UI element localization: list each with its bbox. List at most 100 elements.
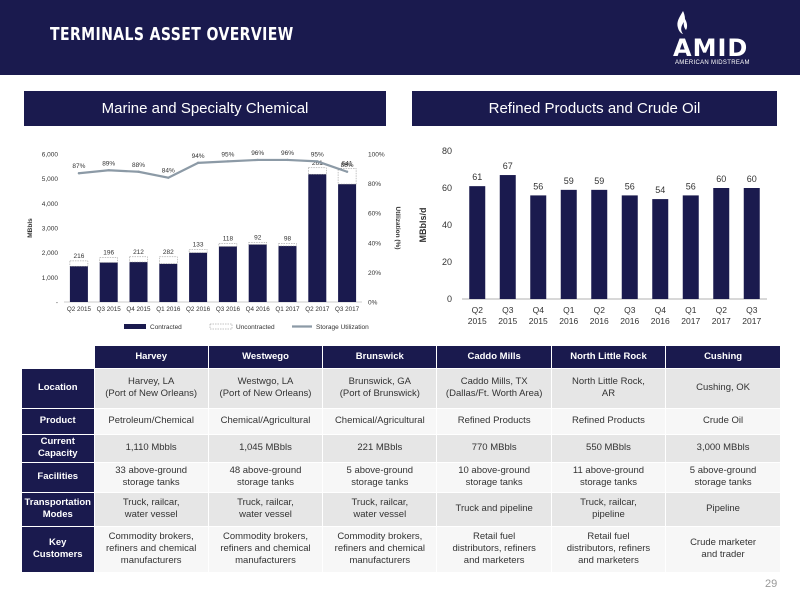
table-cell: Caddo Mills, TX (Dallas/Ft. Worth Area)	[436, 367, 552, 408]
y-tick-label: 20	[442, 257, 452, 267]
table-row: Transportation Modes Truck, railcar, water…	[22, 491, 780, 526]
x-tick-label: Q4 2015	[126, 306, 151, 313]
y-axis-label: MBbls/d	[418, 208, 428, 243]
x-tick-label-year: 2016	[559, 316, 578, 326]
utilization-line	[78, 158, 348, 179]
y-tick-label: 60	[442, 183, 452, 193]
x-tick-label: Q3 2017	[335, 306, 360, 313]
table-cell: Crude marketer and trader	[665, 525, 780, 572]
x-tick-label-quarter: Q3	[502, 305, 514, 315]
table-row: Facilities 33 above-ground storage tanks 48…	[22, 461, 780, 492]
utilization-data-label: 84%	[162, 168, 175, 175]
table-cell-line: 33 above-ground	[115, 465, 188, 476]
x-tick-label: Q1 2017	[275, 306, 300, 313]
table-cell-line: 5 above-ground	[346, 465, 414, 476]
table-cell-line: Refined Products	[572, 415, 645, 426]
page-number: 29	[765, 578, 778, 590]
y2-axis-label: Utilization (%)	[394, 207, 401, 250]
table-cell-line: refiners and chemical	[334, 543, 425, 555]
x-tick-label-year: 2017	[681, 316, 700, 326]
table-cell-line: 1,110 Mbbls	[125, 442, 177, 453]
bar	[621, 195, 638, 299]
uncontracted-data-label: 216	[73, 253, 84, 260]
uncontracted-bar	[129, 256, 148, 263]
table-cell-line: refiners and chemical	[106, 543, 197, 555]
table-cell-line: refiners and chemical	[220, 543, 311, 555]
utilization-point	[316, 160, 319, 163]
utilization-data-label: 94%	[192, 153, 205, 160]
table-cell-line: Refined Products	[457, 415, 531, 426]
table-cell-line: (Port of New Orleans)	[105, 388, 198, 399]
column-header: Harvey	[93, 346, 209, 368]
y-tick-label: 3,000	[42, 226, 59, 233]
x-tick-label: Q3 2016	[216, 306, 241, 313]
table-cell-line: 550 MBbls	[586, 442, 631, 453]
table-cell-line: storage tanks	[351, 477, 409, 488]
bar-data-label: 56	[625, 181, 635, 191]
table-cell: 770 MBbls	[436, 433, 552, 462]
table-row: Key Customers Commodity brokers, refiners …	[22, 525, 780, 572]
column-header: Cushing	[665, 346, 780, 368]
x-tick-label-quarter: Q3	[624, 305, 636, 315]
table-cell-line: Commodity brokers,	[108, 531, 194, 543]
utilization-point	[107, 169, 110, 172]
x-tick-label: Q4 2016	[246, 306, 271, 313]
table-cell-line: Truck, railcar,	[351, 497, 409, 508]
table-cell-line: 48 above-ground	[229, 465, 302, 476]
x-tick-label-year: 2015	[529, 316, 548, 326]
legend-uncontracted-swatch	[209, 323, 233, 330]
table-cell-line: 11 above-ground	[572, 465, 645, 476]
table-cell: Retail fuel distributors, refiners and mar…	[436, 525, 552, 572]
table-cell-line: and trader	[701, 549, 745, 561]
contracted-bar	[159, 263, 178, 302]
uncontracted-bar	[278, 243, 297, 247]
x-tick-label: Q1 2016	[156, 306, 181, 313]
table-cell-line: Truck, railcar,	[580, 497, 637, 508]
utilization-data-label: 89%	[102, 160, 115, 167]
table-cell-line: storage tanks	[579, 477, 637, 488]
logo-text: AMID	[673, 34, 749, 62]
y-tick-label: 6,000	[42, 152, 59, 159]
table-cell: 550 MBbls	[550, 433, 666, 462]
bar-data-label: 60	[716, 174, 726, 184]
x-tick-label-year: 2017	[712, 316, 731, 326]
table-cell-line: Commodity brokers,	[222, 531, 308, 543]
row-header: Key Customers	[22, 525, 94, 572]
bar	[682, 195, 699, 299]
x-tick-label: Q2 2015	[67, 306, 92, 313]
x-tick-label-year: 2016	[620, 316, 639, 326]
table-cell: Pipeline	[665, 491, 780, 526]
row-header: Product	[22, 407, 94, 434]
table-header-row: Harvey Westwego Brunswick Caddo Mills North …	[22, 346, 780, 368]
page-title: TERMINALS ASSET OVERVIEW	[50, 24, 294, 45]
legend-contracted-label: Contracted	[150, 324, 182, 331]
y2-tick-label: 60%	[368, 211, 381, 218]
table-cell: Chemical/Agricultural	[207, 407, 323, 434]
bar	[713, 188, 730, 299]
uncontracted-bar	[218, 243, 238, 247]
table-cell-line: storage tanks	[122, 477, 180, 488]
bar-data-label: 60	[747, 174, 757, 184]
table-cell-line: 770 MBbls	[471, 442, 517, 453]
table-cell-line: AR	[601, 388, 616, 399]
uncontracted-bar	[188, 249, 208, 253]
bar-data-label: 67	[503, 161, 513, 171]
table-cell-line: Westwgo, LA	[237, 376, 294, 387]
y2-tick-label: 0%	[368, 300, 378, 307]
uncontracted-data-label: 196	[103, 250, 114, 257]
table-cell-line: storage tanks	[694, 477, 752, 488]
table-cell-line: distributors, refiners	[452, 543, 536, 555]
row-header: Transportation Modes	[22, 491, 94, 526]
uncontracted-bar	[337, 168, 357, 185]
bar-data-label: 56	[686, 181, 696, 191]
panel-title-marine: Marine and Specialty Chemical	[24, 91, 386, 126]
table-cell-line: manufacturers	[235, 555, 296, 567]
y2-tick-label: 20%	[368, 270, 381, 277]
y-tick-label: 1,000	[42, 275, 59, 282]
column-header: Caddo Mills	[436, 346, 552, 368]
uncontracted-data-label: 118	[223, 236, 234, 243]
contracted-bar	[308, 174, 327, 302]
table-cell: Petroleum/Chemical	[93, 407, 209, 434]
y-tick-label: 4,000	[42, 201, 59, 208]
row-header: Location	[22, 367, 94, 408]
